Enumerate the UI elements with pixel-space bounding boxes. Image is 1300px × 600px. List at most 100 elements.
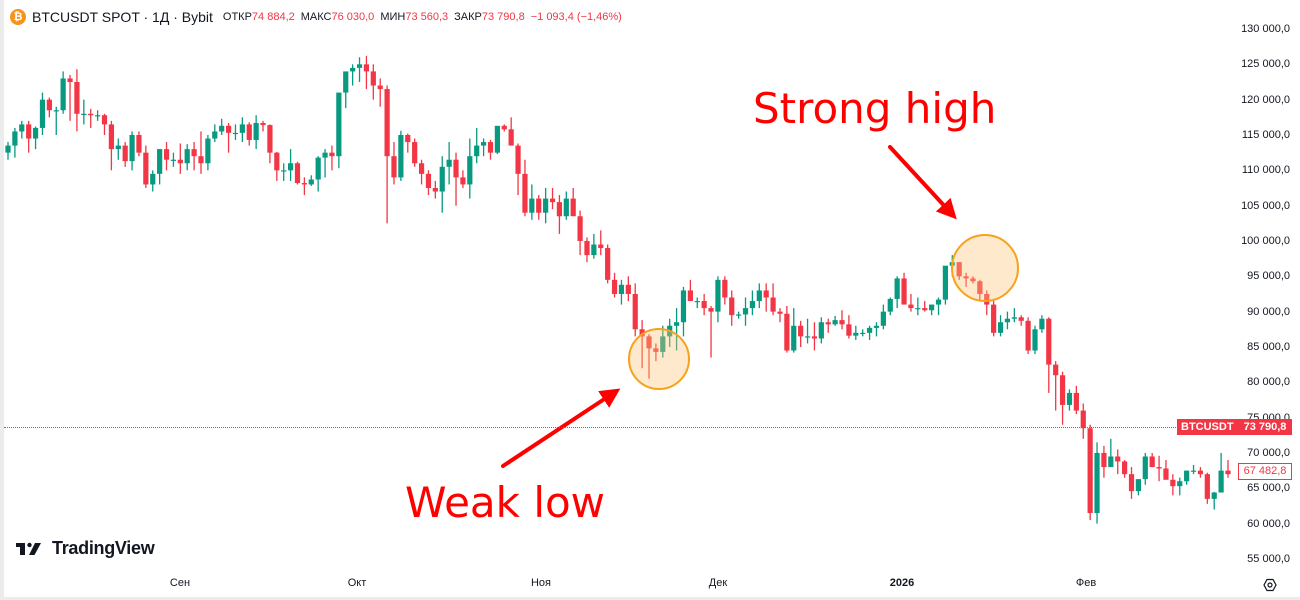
- candle: [639, 320, 645, 369]
- candle: [163, 142, 170, 171]
- candle: [1059, 371, 1066, 425]
- candle: [129, 131, 135, 171]
- candle: [522, 159, 528, 217]
- tradingview-logo-text: TradingView: [52, 538, 155, 558]
- candle: [350, 64, 356, 86]
- candle: [1204, 472, 1210, 504]
- candle: [480, 138, 487, 157]
- candle: [563, 191, 569, 220]
- candle: [866, 325, 873, 340]
- left-border: [0, 0, 4, 600]
- candle: [598, 230, 604, 256]
- price-tick: 95 000,0: [1247, 270, 1290, 283]
- candle: [81, 99, 87, 125]
- candle: [177, 143, 183, 174]
- tradingview-logo[interactable]: TradingView: [16, 538, 155, 559]
- candle: [205, 134, 211, 171]
- time-tick: Ноя: [530, 577, 552, 589]
- candle: [287, 149, 294, 181]
- strong-high-highlight-circle: [951, 234, 1019, 302]
- candle: [880, 304, 886, 330]
- candle: [53, 106, 59, 135]
- candle: [1011, 308, 1017, 323]
- candle: [356, 57, 363, 82]
- candle: [412, 138, 418, 167]
- candle: [646, 334, 652, 379]
- candle: [460, 170, 466, 188]
- candle: [777, 308, 783, 323]
- candle: [570, 187, 576, 217]
- candle: [1184, 470, 1190, 485]
- time-tick: Сен: [169, 577, 191, 589]
- price-tick: 85 000,0: [1247, 340, 1290, 353]
- candle: [239, 117, 245, 143]
- open-label: ОТКР: [222, 11, 252, 23]
- candle: [19, 120, 25, 139]
- strong-high-label: Strong high: [753, 84, 997, 133]
- candle: [708, 305, 714, 358]
- candle: [804, 318, 811, 344]
- candle: [997, 315, 1004, 337]
- candle: [1149, 452, 1155, 468]
- candle: [618, 279, 625, 305]
- candle: [1073, 385, 1079, 415]
- candle: [756, 283, 762, 309]
- price-tag-symbol: BTCUSDT: [1177, 419, 1238, 435]
- symbol-header: ₿ BTCUSDT SPOT · 1Д · Bybit ОТКР 74 884,…: [10, 7, 622, 27]
- candle: [67, 74, 73, 121]
- time-axis[interactable]: Сен Окт Ноя Дек 2026 Фев: [0, 576, 1300, 594]
- candle: [632, 283, 638, 337]
- candle: [591, 233, 597, 259]
- open-value: 74 884,2: [251, 11, 295, 23]
- candle: [1066, 389, 1073, 411]
- candle: [1211, 491, 1217, 510]
- candle: [294, 161, 301, 185]
- price-tick: 90 000,0: [1247, 305, 1290, 318]
- candle: [1135, 479, 1141, 496]
- candle: [660, 325, 666, 358]
- candle: [336, 92, 342, 169]
- candle: [39, 92, 46, 135]
- candle: [150, 170, 156, 192]
- candle: [749, 290, 756, 316]
- candle: [1108, 438, 1114, 468]
- candle: [425, 170, 432, 196]
- candle: [687, 279, 693, 302]
- candle: [439, 156, 445, 213]
- candle: [246, 122, 252, 146]
- close-label: ЗАКР: [454, 11, 482, 23]
- candle: [991, 301, 997, 337]
- candle: [1004, 311, 1011, 330]
- candle: [584, 237, 590, 263]
- candle: [611, 272, 618, 298]
- candle: [1122, 460, 1128, 478]
- candle: [1115, 449, 1121, 475]
- candle: [322, 149, 328, 178]
- candle: [846, 315, 852, 339]
- candle: [763, 283, 769, 312]
- candle: [1032, 325, 1038, 355]
- symbol-title[interactable]: BTCUSDT SPOT · 1Д · Bybit: [32, 9, 213, 25]
- high-value: 76 030,0: [331, 11, 375, 23]
- candle: [701, 293, 707, 316]
- candle: [1197, 467, 1204, 478]
- candle: [370, 64, 376, 100]
- last-price-line: [4, 427, 1176, 428]
- candle: [1018, 315, 1024, 326]
- candle: [157, 149, 163, 185]
- candle: [956, 262, 962, 280]
- price-tick: 105 000,0: [1241, 199, 1290, 212]
- candle: [191, 142, 197, 171]
- settings-gear-icon[interactable]: [1263, 578, 1277, 592]
- price-tick: 60 000,0: [1247, 517, 1290, 530]
- candle: [908, 293, 914, 312]
- candle: [487, 139, 494, 160]
- price-tick: 55 000,0: [1247, 552, 1290, 565]
- candle: [184, 144, 190, 171]
- candle: [32, 126, 39, 150]
- close-value: 73 790,8: [481, 11, 525, 23]
- price-axis[interactable]: 130 000,0 125 000,0 120 000,0 115 000,0 110 …: [1205, 0, 1300, 580]
- price-tag-value: 73 790,8: [1238, 419, 1292, 435]
- candle: [894, 276, 900, 309]
